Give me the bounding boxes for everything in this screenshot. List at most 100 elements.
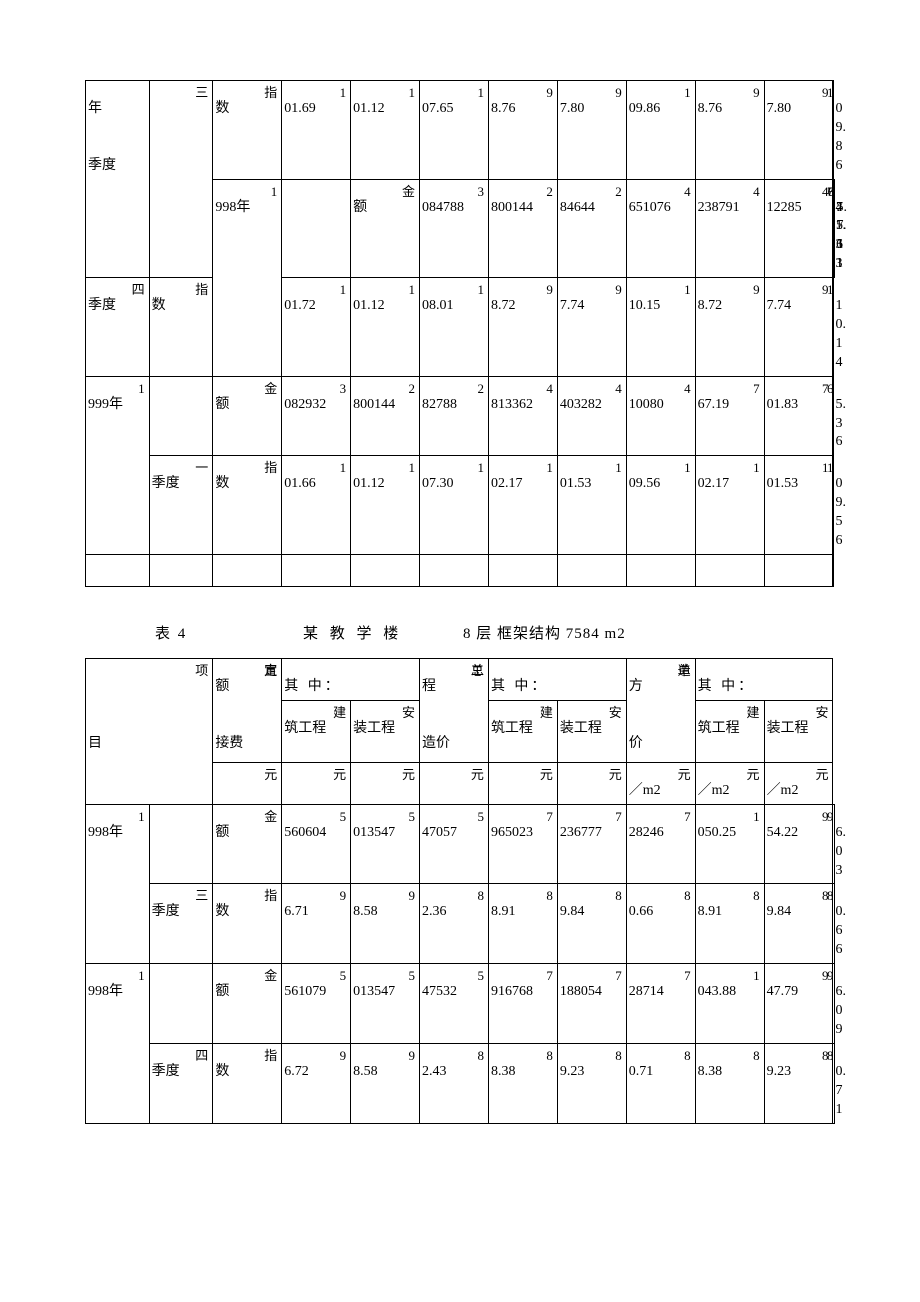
t2-r1-b xyxy=(149,804,213,884)
table-cell: 109.86 xyxy=(626,81,695,180)
table-cell: 7188054 xyxy=(557,964,626,1044)
table-cell: 728714 xyxy=(626,964,695,1044)
table-cell: 97.74 xyxy=(557,278,626,377)
table-cell: 2800144 xyxy=(351,376,420,456)
table-cell: 82.36 xyxy=(420,884,489,964)
table-cell: 110.14 xyxy=(833,278,834,377)
t2-r4-b: 四季度 xyxy=(149,1043,213,1123)
table-cell: 98.58 xyxy=(351,884,420,964)
table-cell: 7236777 xyxy=(557,804,626,884)
table-cell: 101.66 xyxy=(282,456,351,555)
table-cell: 107.30 xyxy=(420,456,489,555)
t2-h-u1: 元 xyxy=(213,762,282,804)
table-cell: 5013547 xyxy=(351,804,420,884)
table-cell: 2800144 xyxy=(488,179,557,278)
table-cell: 80.66 xyxy=(626,884,695,964)
empty-cell xyxy=(764,554,833,586)
t1-r4-a: 1999年 xyxy=(86,376,150,554)
table-cell: 82.43 xyxy=(420,1043,489,1123)
table-cell: 3082932 xyxy=(282,376,351,456)
table-cell: 4403282 xyxy=(557,376,626,456)
t2-h-u6: 元 xyxy=(557,762,626,804)
table-cell: 98.72 xyxy=(695,278,764,377)
empty-cell xyxy=(626,554,695,586)
table-cell: 97.80 xyxy=(557,81,626,180)
table-cell: 101.69 xyxy=(282,81,351,180)
table-cell: 410080 xyxy=(626,376,695,456)
table-cell: 89.23 xyxy=(764,1043,833,1123)
t2-h-c4: 安装工程 xyxy=(557,700,626,762)
t1-r1-a: 年季度 xyxy=(86,81,150,278)
t2-h-u5: 元 xyxy=(488,762,557,804)
table-cell: 4651076 xyxy=(626,179,695,278)
empty-cell xyxy=(488,554,557,586)
table-cell: 96.71 xyxy=(282,884,351,964)
table-cell: 7916768 xyxy=(488,964,557,1044)
table-cell: 98.58 xyxy=(351,1043,420,1123)
t2-r2-b: 三季度 xyxy=(149,884,213,964)
table-cell: 767.19 xyxy=(695,376,764,456)
table-cell: 65.36 xyxy=(833,376,834,456)
t2-r3-c: 金额 xyxy=(213,964,282,1044)
t1-r4-c: 金额 xyxy=(213,376,282,456)
empty-cell xyxy=(557,554,626,586)
t2-h-qz1: 其 中： xyxy=(282,658,420,700)
table-1: 年季度 三 指数 101.69 101.12 107.65 98.76 97.8… xyxy=(85,80,835,587)
empty-cell xyxy=(351,554,420,586)
empty-cell xyxy=(420,554,489,586)
t2-h-u7: 元／m2 xyxy=(626,762,695,804)
t2-h-u3: 元 xyxy=(351,762,420,804)
table-cell: 5561079 xyxy=(282,964,351,1044)
t2-h-g3: 工程总造价 xyxy=(420,658,489,762)
t2-h-u9: 元／m2 xyxy=(764,762,833,804)
t2-r3-b xyxy=(149,964,213,1044)
caption-label: 表 4 xyxy=(155,622,187,643)
t1-r1-b: 三 xyxy=(149,81,213,278)
table-cell: 101.53 xyxy=(557,456,626,555)
t2-h-g5: 单方造价 xyxy=(626,658,695,762)
table-cell: 101.53 xyxy=(764,456,833,555)
table-4-caption: 表 4 某 教 学 楼 8 层 框架结构 7584 m2 xyxy=(85,622,835,643)
table-cell: 98.76 xyxy=(488,81,557,180)
t2-r1-a: 1998年 xyxy=(86,804,150,963)
empty-cell xyxy=(282,554,351,586)
t2-r2-c: 指数 xyxy=(213,884,282,964)
table-cell: 109.86 xyxy=(833,81,834,180)
t2-r4-c: 指数 xyxy=(213,1043,282,1123)
table-cell: 7965023 xyxy=(488,804,557,884)
table-cell: 412285 xyxy=(764,179,833,278)
t1-r1-c: 指数 xyxy=(213,81,282,180)
table-cell: 89.84 xyxy=(764,884,833,964)
table-cell: 1043.88 xyxy=(695,964,764,1044)
table-cell: 65.71 xyxy=(834,179,835,278)
table-cell: 547532 xyxy=(420,964,489,1044)
t1-r2-c: 金额 xyxy=(351,179,420,278)
table-cell: 110.15 xyxy=(626,278,695,377)
table-cell: 88.38 xyxy=(695,1043,764,1123)
table-cell: 80.71 xyxy=(833,1043,835,1123)
t2-h-u2: 元 xyxy=(282,762,351,804)
table-cell: 282788 xyxy=(420,376,489,456)
table-cell: 89.84 xyxy=(557,884,626,964)
empty-cell xyxy=(86,554,150,586)
table-2: 项目 定额直接费 其 中： 工程总造价 其 中： 单方造价 其 中： 建筑工程 … xyxy=(85,658,835,1124)
table-cell: 80.71 xyxy=(626,1043,695,1123)
table-cell: 108.01 xyxy=(420,278,489,377)
t2-r3-a: 1998年 xyxy=(86,964,150,1123)
t2-h-g1: 定额直接费 xyxy=(213,658,282,762)
t2-h-u4: 元 xyxy=(420,762,489,804)
t1-r4-b xyxy=(149,376,213,456)
t2-h-c2: 安装工程 xyxy=(351,700,420,762)
table-cell: 98.76 xyxy=(695,81,764,180)
table-cell: 4813362 xyxy=(488,376,557,456)
table-cell: 101.72 xyxy=(282,278,351,377)
empty-cell xyxy=(213,554,282,586)
t2-h-u8: 元／m2 xyxy=(695,762,764,804)
table-cell: 1050.25 xyxy=(695,804,764,884)
table-cell: 101.12 xyxy=(351,456,420,555)
table-cell: 88.91 xyxy=(488,884,557,964)
table-cell: 4238791 xyxy=(695,179,764,278)
table-cell: 109.56 xyxy=(833,456,834,555)
empty-cell xyxy=(695,554,764,586)
t1-r3-c: 指数 xyxy=(149,278,213,377)
